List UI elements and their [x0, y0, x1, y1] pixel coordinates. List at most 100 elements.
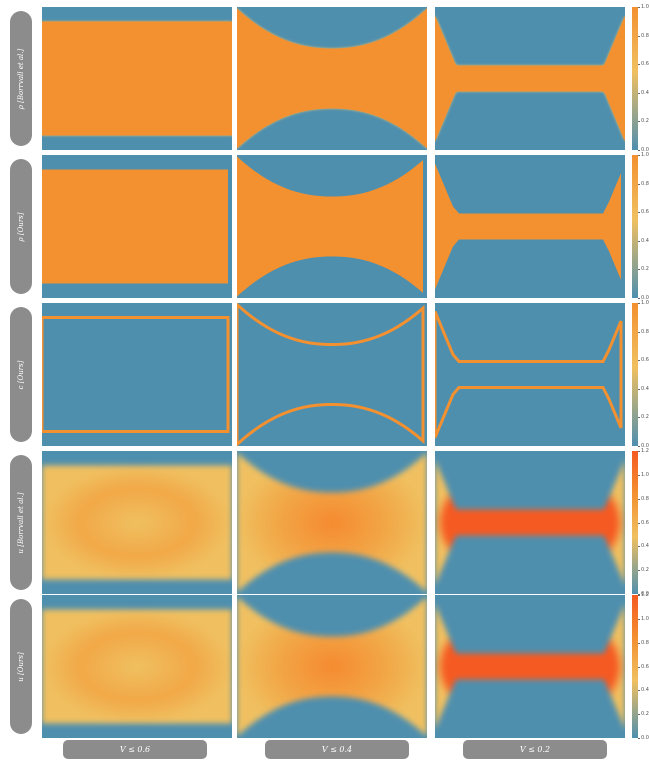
colorbar-tick-label: 0.4	[641, 385, 649, 392]
colorbar-tickmark	[638, 618, 640, 620]
colorbar-tickmark	[638, 388, 640, 390]
colorbar	[632, 451, 638, 594]
panel-background	[42, 303, 232, 446]
colorbar-tick-label: 0.0	[641, 591, 649, 597]
colorbar-tickmark	[638, 546, 640, 548]
heatmap-panel	[435, 155, 625, 298]
colorbar-tick-label: 0.4	[641, 237, 649, 244]
heatmap-panel	[435, 451, 625, 594]
column-label: V ≤ 0.6	[63, 740, 207, 759]
colorbar-tickmark	[638, 522, 640, 524]
colorbar-tickmark	[638, 417, 640, 419]
density-region	[42, 169, 228, 284]
colorbar-tick-label: 1.2	[641, 592, 649, 598]
colorbar-tick-label: 0.4	[641, 89, 649, 96]
heatmap-panel	[237, 451, 427, 594]
colorbar-tickmark	[638, 183, 640, 185]
heatmap-panel	[237, 303, 427, 446]
colorbar-tick-label: 0.8	[641, 328, 649, 335]
colorbar-tickmark	[638, 446, 640, 447]
colorbar-tickmark	[638, 498, 640, 500]
panel-background	[435, 303, 625, 446]
colorbar-tick-label: 0.4	[641, 543, 649, 550]
heatmap-panel	[435, 7, 625, 150]
heatmap-panel	[435, 595, 625, 738]
colorbar-tick-label: 0.6	[641, 663, 649, 670]
colorbar-tickmark	[638, 666, 640, 668]
colorbar-tick-label: 0.6	[641, 357, 649, 364]
row-label-text: ρ [Borrvall et al.]	[17, 48, 25, 109]
row-label-text: c [Ours]	[17, 360, 25, 389]
colorbar-tickmark	[638, 360, 640, 362]
colorbar-tick-label: 0.2	[641, 118, 649, 125]
colorbar-tick-label: 0.2	[641, 567, 649, 574]
heatmap-panel	[42, 595, 232, 738]
heatmap-panel	[237, 595, 427, 738]
colorbar	[632, 155, 638, 298]
row-label-text: ρ [Ours]	[17, 212, 25, 241]
velocity-region	[237, 596, 427, 737]
colorbar-tick-label: 0.0	[641, 295, 649, 301]
colorbar-tick-label: 0.6	[641, 519, 649, 526]
colorbar-tick-label: 0.8	[641, 180, 649, 187]
colorbar-tickmark	[638, 595, 640, 596]
colorbar-tickmark	[638, 642, 640, 644]
colorbar-tickmark	[638, 474, 640, 476]
density-region	[237, 8, 427, 149]
heatmap-panel	[42, 451, 232, 594]
heatmap-panel	[42, 7, 232, 150]
colorbar-tickmark	[638, 7, 640, 8]
colorbar-tick-label: 0.2	[641, 711, 649, 718]
column-label: V ≤ 0.4	[265, 740, 409, 759]
colorbar-tick-label: 0.0	[641, 147, 649, 153]
row-label: ρ [Ours]	[10, 159, 32, 294]
heatmap-panel	[42, 155, 232, 298]
colorbar-tickmark	[638, 212, 640, 214]
colorbar-tick-label: 0.8	[641, 495, 649, 502]
colorbar	[632, 303, 638, 446]
colorbar-tick-label: 0.4	[641, 687, 649, 694]
colorbar-tick-label: 0.0	[641, 735, 649, 741]
colorbar-tick-label: 1.0	[641, 471, 649, 478]
colorbar-tickmark	[638, 738, 640, 739]
colorbar-tickmark	[638, 570, 640, 572]
colorbar-tickmark	[638, 269, 640, 271]
heatmap-panel	[435, 303, 625, 446]
density-region	[435, 163, 621, 290]
colorbar-tickmark	[638, 303, 640, 304]
contour-line	[237, 303, 425, 446]
colorbar-tick-label: 1.0	[641, 4, 649, 10]
colorbar-tick-label: 0.0	[641, 443, 649, 449]
heatmap-panel	[237, 7, 427, 150]
colorbar-tickmark	[638, 240, 640, 242]
heatmap-panel	[237, 155, 427, 298]
colorbar-tick-label: 0.8	[641, 32, 649, 39]
colorbar-tickmark	[638, 121, 640, 123]
velocity-region	[42, 609, 232, 724]
column-label: V ≤ 0.2	[463, 740, 607, 759]
colorbar-tick-label: 0.6	[641, 209, 649, 216]
row-label: ρ [Borrvall et al.]	[10, 11, 32, 146]
colorbar-tick-label: 1.0	[641, 300, 649, 306]
colorbar-tickmark	[638, 155, 640, 156]
colorbar-tick-label: 0.6	[641, 61, 649, 68]
row-label: u [Borrvall et al.]	[10, 455, 32, 590]
colorbar-tickmark	[638, 92, 640, 94]
velocity-region	[435, 459, 625, 586]
row-label-text: u [Borrvall et al.]	[17, 492, 25, 553]
colorbar	[632, 7, 638, 150]
colorbar-tickmark	[638, 298, 640, 299]
colorbar-tick-label: 1.0	[641, 615, 649, 622]
velocity-region	[237, 452, 427, 593]
colorbar-tickmark	[638, 451, 640, 452]
colorbar-tick-label: 0.8	[641, 639, 649, 646]
colorbar-tickmark	[638, 331, 640, 333]
colorbar-tickmark	[638, 150, 640, 151]
row-label-text: u [Ours]	[17, 651, 25, 682]
velocity-region	[435, 603, 625, 730]
colorbar-tickmark	[638, 35, 640, 37]
colorbar-tickmark	[638, 64, 640, 66]
density-region	[237, 156, 423, 297]
colorbar-tick-label: 0.2	[641, 266, 649, 273]
contour-line	[42, 316, 230, 433]
